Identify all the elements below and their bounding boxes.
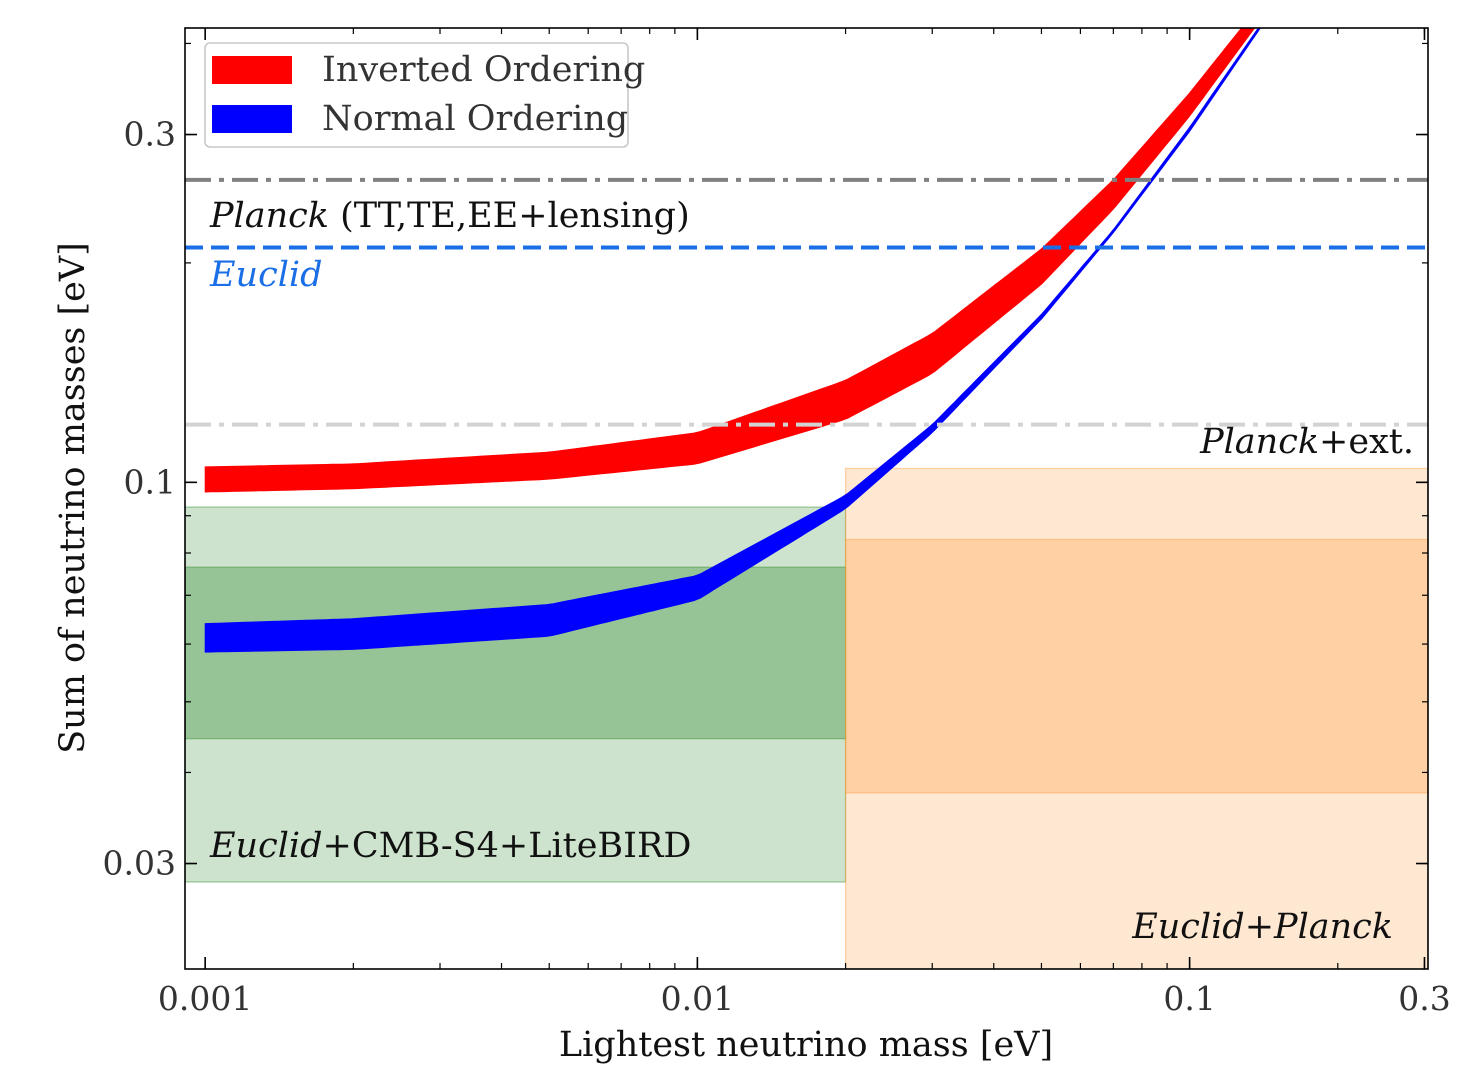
plot-border (184, 27, 1429, 970)
y-axis-title: Sum of neutrino masses [eV] (53, 242, 93, 754)
euclid-line-label: Euclid (209, 255, 323, 295)
shaded-regions (185, 467, 1428, 969)
euclid-planck-label-italic: Euclid (1131, 907, 1245, 947)
euclid-label-italic: Euclid (209, 255, 323, 295)
planck-ext-label-rest: +ext. (1319, 422, 1414, 462)
inverted-ordering-band (204, 28, 1256, 493)
y-tick-label: 0.1 (124, 462, 176, 501)
planck-ext-line-label: Planck+ext. (1199, 422, 1414, 462)
x-tick-label: 0.1 (1163, 979, 1215, 1018)
legend: Inverted Ordering Normal Ordering (204, 42, 645, 148)
axes-frame (184, 27, 1429, 970)
legend-box (204, 42, 629, 148)
legend-label-inverted: Inverted Ordering (322, 50, 645, 90)
planck-ext-label-italic: Planck (1199, 422, 1319, 462)
euclid-cmb-label-italic: Euclid (209, 826, 323, 866)
euclid-planck-label-mid: + (1245, 907, 1274, 947)
euclid-cmb-region-label: Euclid+CMB-S4+LiteBIRD (209, 826, 691, 866)
normal-ordering-band (204, 28, 1261, 653)
y-tick-label: 0.03 (103, 844, 176, 883)
euclid-planck-label-italic2: Planck (1273, 907, 1393, 947)
x-tick-label: 0.3 (1398, 979, 1450, 1018)
legend-label-normal: Normal Ordering (322, 99, 628, 139)
axis-ticks: 0.001 0.01 0.1 0.3 0.03 0.1 0.3 (103, 28, 1451, 1018)
ordering-bands (204, 28, 1261, 653)
euclid-planck-region-label: Euclid+Planck (1131, 907, 1393, 947)
x-axis-title: Lightest neutrino mass [eV] (559, 1025, 1053, 1065)
reference-lines (185, 177, 1428, 427)
legend-swatch-inverted (212, 56, 292, 84)
y-tick-label: 0.3 (124, 115, 176, 154)
euclid-cmb-label-rest: +CMB-S4+LiteBIRD (323, 826, 692, 866)
planck-line-label: Planck (TT,TE,EE+lensing) (209, 196, 690, 236)
planck-label-italic: Planck (209, 196, 329, 236)
x-tick-label: 0.001 (158, 979, 252, 1018)
euclid-planck-outer-region (844, 467, 1428, 969)
planck-label-rest: (TT,TE,EE+lensing) (329, 196, 690, 236)
euclid-planck-inner-region (844, 538, 1428, 794)
x-tick-label: 0.01 (661, 979, 734, 1018)
legend-swatch-normal (212, 105, 292, 133)
euclid-cmb-s4-litebird-inner-region (185, 566, 847, 740)
